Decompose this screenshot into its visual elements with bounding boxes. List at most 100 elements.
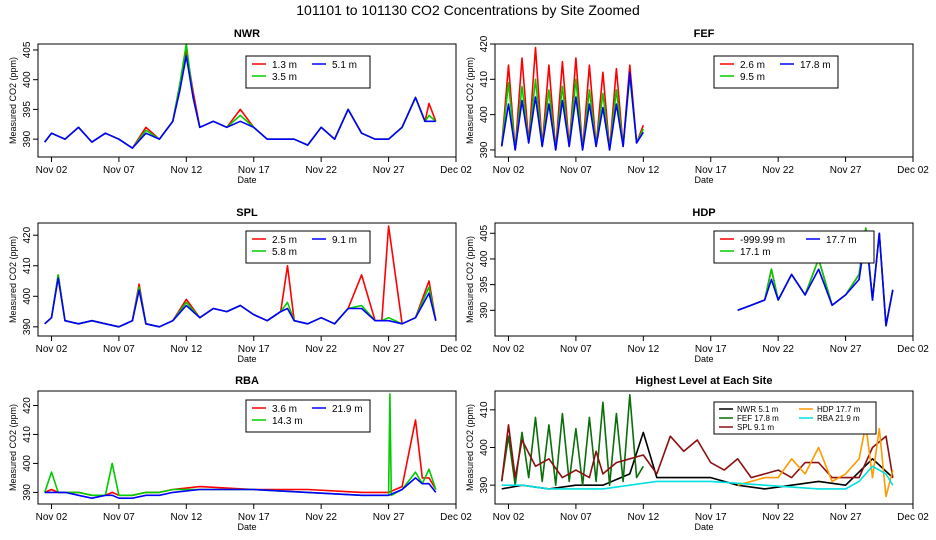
- series-line: [737, 424, 894, 498]
- x-tick-label: Nov 12: [627, 165, 659, 176]
- legend-label: 3.5 m: [272, 72, 297, 83]
- legend-label: 2.6 m: [740, 60, 765, 71]
- x-tick-label: Nov 02: [36, 344, 68, 355]
- y-tick-label: 400: [22, 455, 33, 472]
- legend: -999.99 m 17.7 m 17.1 m: [713, 230, 875, 264]
- x-tick-label: Nov 02: [493, 512, 525, 523]
- series-line: [737, 232, 894, 327]
- series-line: [44, 43, 437, 149]
- y-tick-label: 420: [479, 35, 490, 52]
- panel-4: HDP Nov 02 Nov 07 Nov 12 Nov 17 Nov 22 Nov 27 D…: [465, 207, 929, 364]
- y-tick-label: 420: [22, 397, 33, 414]
- series-group: [44, 225, 437, 328]
- y-tick-label: 390: [22, 318, 33, 335]
- y-axis-label: Measured CO2 (ppm): [465, 236, 475, 323]
- legend-label: 5.8 m: [272, 247, 297, 258]
- series-line: [501, 431, 894, 490]
- y-tick-label: 390: [479, 476, 490, 493]
- panel-title: SPL: [236, 207, 258, 219]
- x-tick-label: Nov 02: [36, 165, 68, 176]
- x-tick-label: Nov 07: [560, 512, 592, 523]
- x-tick-label: Dec 02: [440, 512, 472, 523]
- x-tick-label: Nov 02: [493, 165, 525, 176]
- figure-title: 101101 to 101130 CO2 Concentrations by S…: [296, 2, 639, 18]
- legend-label: 9.5 m: [740, 72, 765, 83]
- x-tick-label: Nov 22: [305, 344, 337, 355]
- legend-label: 1.3 m: [272, 60, 297, 71]
- y-tick-label: 410: [22, 426, 33, 443]
- y-tick-label: 410: [22, 257, 33, 274]
- plot-frame: [37, 222, 457, 337]
- legend: 3.6 m 21.9 m 14.3 m: [245, 399, 371, 433]
- panel-title: RBA: [235, 375, 259, 387]
- y-tick-label: 400: [479, 439, 490, 456]
- legend: 1.3 m 5.1 m 3.5 m: [245, 55, 371, 89]
- x-axis-label: Date: [694, 175, 713, 185]
- x-tick-label: Nov 12: [170, 165, 202, 176]
- series-line: [44, 419, 437, 497]
- series-group: [43, 393, 437, 499]
- series-group: [737, 227, 894, 327]
- x-tick-label: Nov 17: [238, 165, 270, 176]
- plot-frame: [494, 222, 914, 337]
- x-tick-label: Dec 02: [440, 344, 472, 355]
- y-tick-label: 400: [22, 71, 33, 88]
- series-group: [500, 46, 645, 151]
- x-tick-label: Nov 17: [238, 512, 270, 523]
- y-tick-label: 395: [479, 276, 490, 293]
- series-line: [44, 49, 437, 149]
- x-tick-label: Nov 12: [627, 344, 659, 355]
- x-tick-label: Nov 12: [170, 344, 202, 355]
- series-line: [44, 225, 437, 328]
- y-tick-label: 390: [22, 130, 33, 147]
- series-line: [501, 465, 894, 490]
- x-tick-label: Nov 22: [305, 512, 337, 523]
- x-tick-label: Nov 12: [627, 512, 659, 523]
- y-tick-label: 400: [479, 106, 490, 123]
- y-axis-label: Measured CO2 (ppm): [8, 236, 18, 323]
- x-axis-label: Date: [694, 522, 713, 532]
- y-tick-label: 390: [479, 302, 490, 319]
- y-tick-label: 395: [22, 101, 33, 118]
- x-tick-label: Nov 02: [36, 512, 68, 523]
- x-tick-label: Nov 22: [762, 512, 794, 523]
- chart-panels: NWR Nov 02 Nov 07 Nov 12 Nov 17 Nov 22 Nov 27 D…: [8, 28, 929, 532]
- series-line: [43, 393, 437, 497]
- legend-label: 17.1 m: [740, 247, 771, 258]
- legend-label: 17.7 m: [826, 235, 857, 246]
- legend-box: [713, 55, 839, 89]
- panel-title: FEF: [694, 28, 715, 40]
- x-tick-label: Nov 17: [238, 344, 270, 355]
- y-axis-label: Measured CO2 (ppm): [465, 57, 475, 144]
- panel-title: HDP: [692, 207, 715, 219]
- x-tick-label: Dec 02: [440, 165, 472, 176]
- y-tick-label: 405: [479, 224, 490, 241]
- plot-frame: [494, 43, 914, 158]
- x-tick-label: Dec 02: [897, 344, 929, 355]
- panel-6: Highest Level at Each Site Nov 02 Nov 07 No…: [465, 375, 929, 532]
- y-tick-label: 405: [22, 41, 33, 58]
- legend-label: HDP 17.7 m: [817, 405, 861, 414]
- y-tick-label: 410: [479, 401, 490, 418]
- legend-label: 3.6 m: [272, 404, 297, 415]
- y-tick-label: 400: [22, 288, 33, 305]
- x-axis-label: Date: [694, 354, 713, 364]
- legend-box: [245, 399, 371, 433]
- x-tick-label: Nov 27: [830, 512, 862, 523]
- x-axis-label: Date: [237, 175, 256, 185]
- x-tick-label: Nov 07: [103, 512, 135, 523]
- panel-3: SPL Nov 02 Nov 07 Nov 12 Nov 17 Nov 22 Nov 27 D…: [8, 207, 472, 364]
- series-line: [500, 46, 645, 151]
- y-tick-label: 420: [22, 226, 33, 243]
- x-tick-label: Nov 22: [762, 344, 794, 355]
- y-tick-label: 400: [479, 250, 490, 267]
- x-tick-label: Nov 27: [373, 344, 405, 355]
- series-group: [500, 394, 894, 498]
- legend-label: 9.1 m: [332, 235, 357, 246]
- x-axis-label: Date: [237, 354, 256, 364]
- legend-label: 21.9 m: [332, 404, 363, 415]
- x-tick-label: Nov 27: [830, 344, 862, 355]
- series-line: [500, 75, 645, 151]
